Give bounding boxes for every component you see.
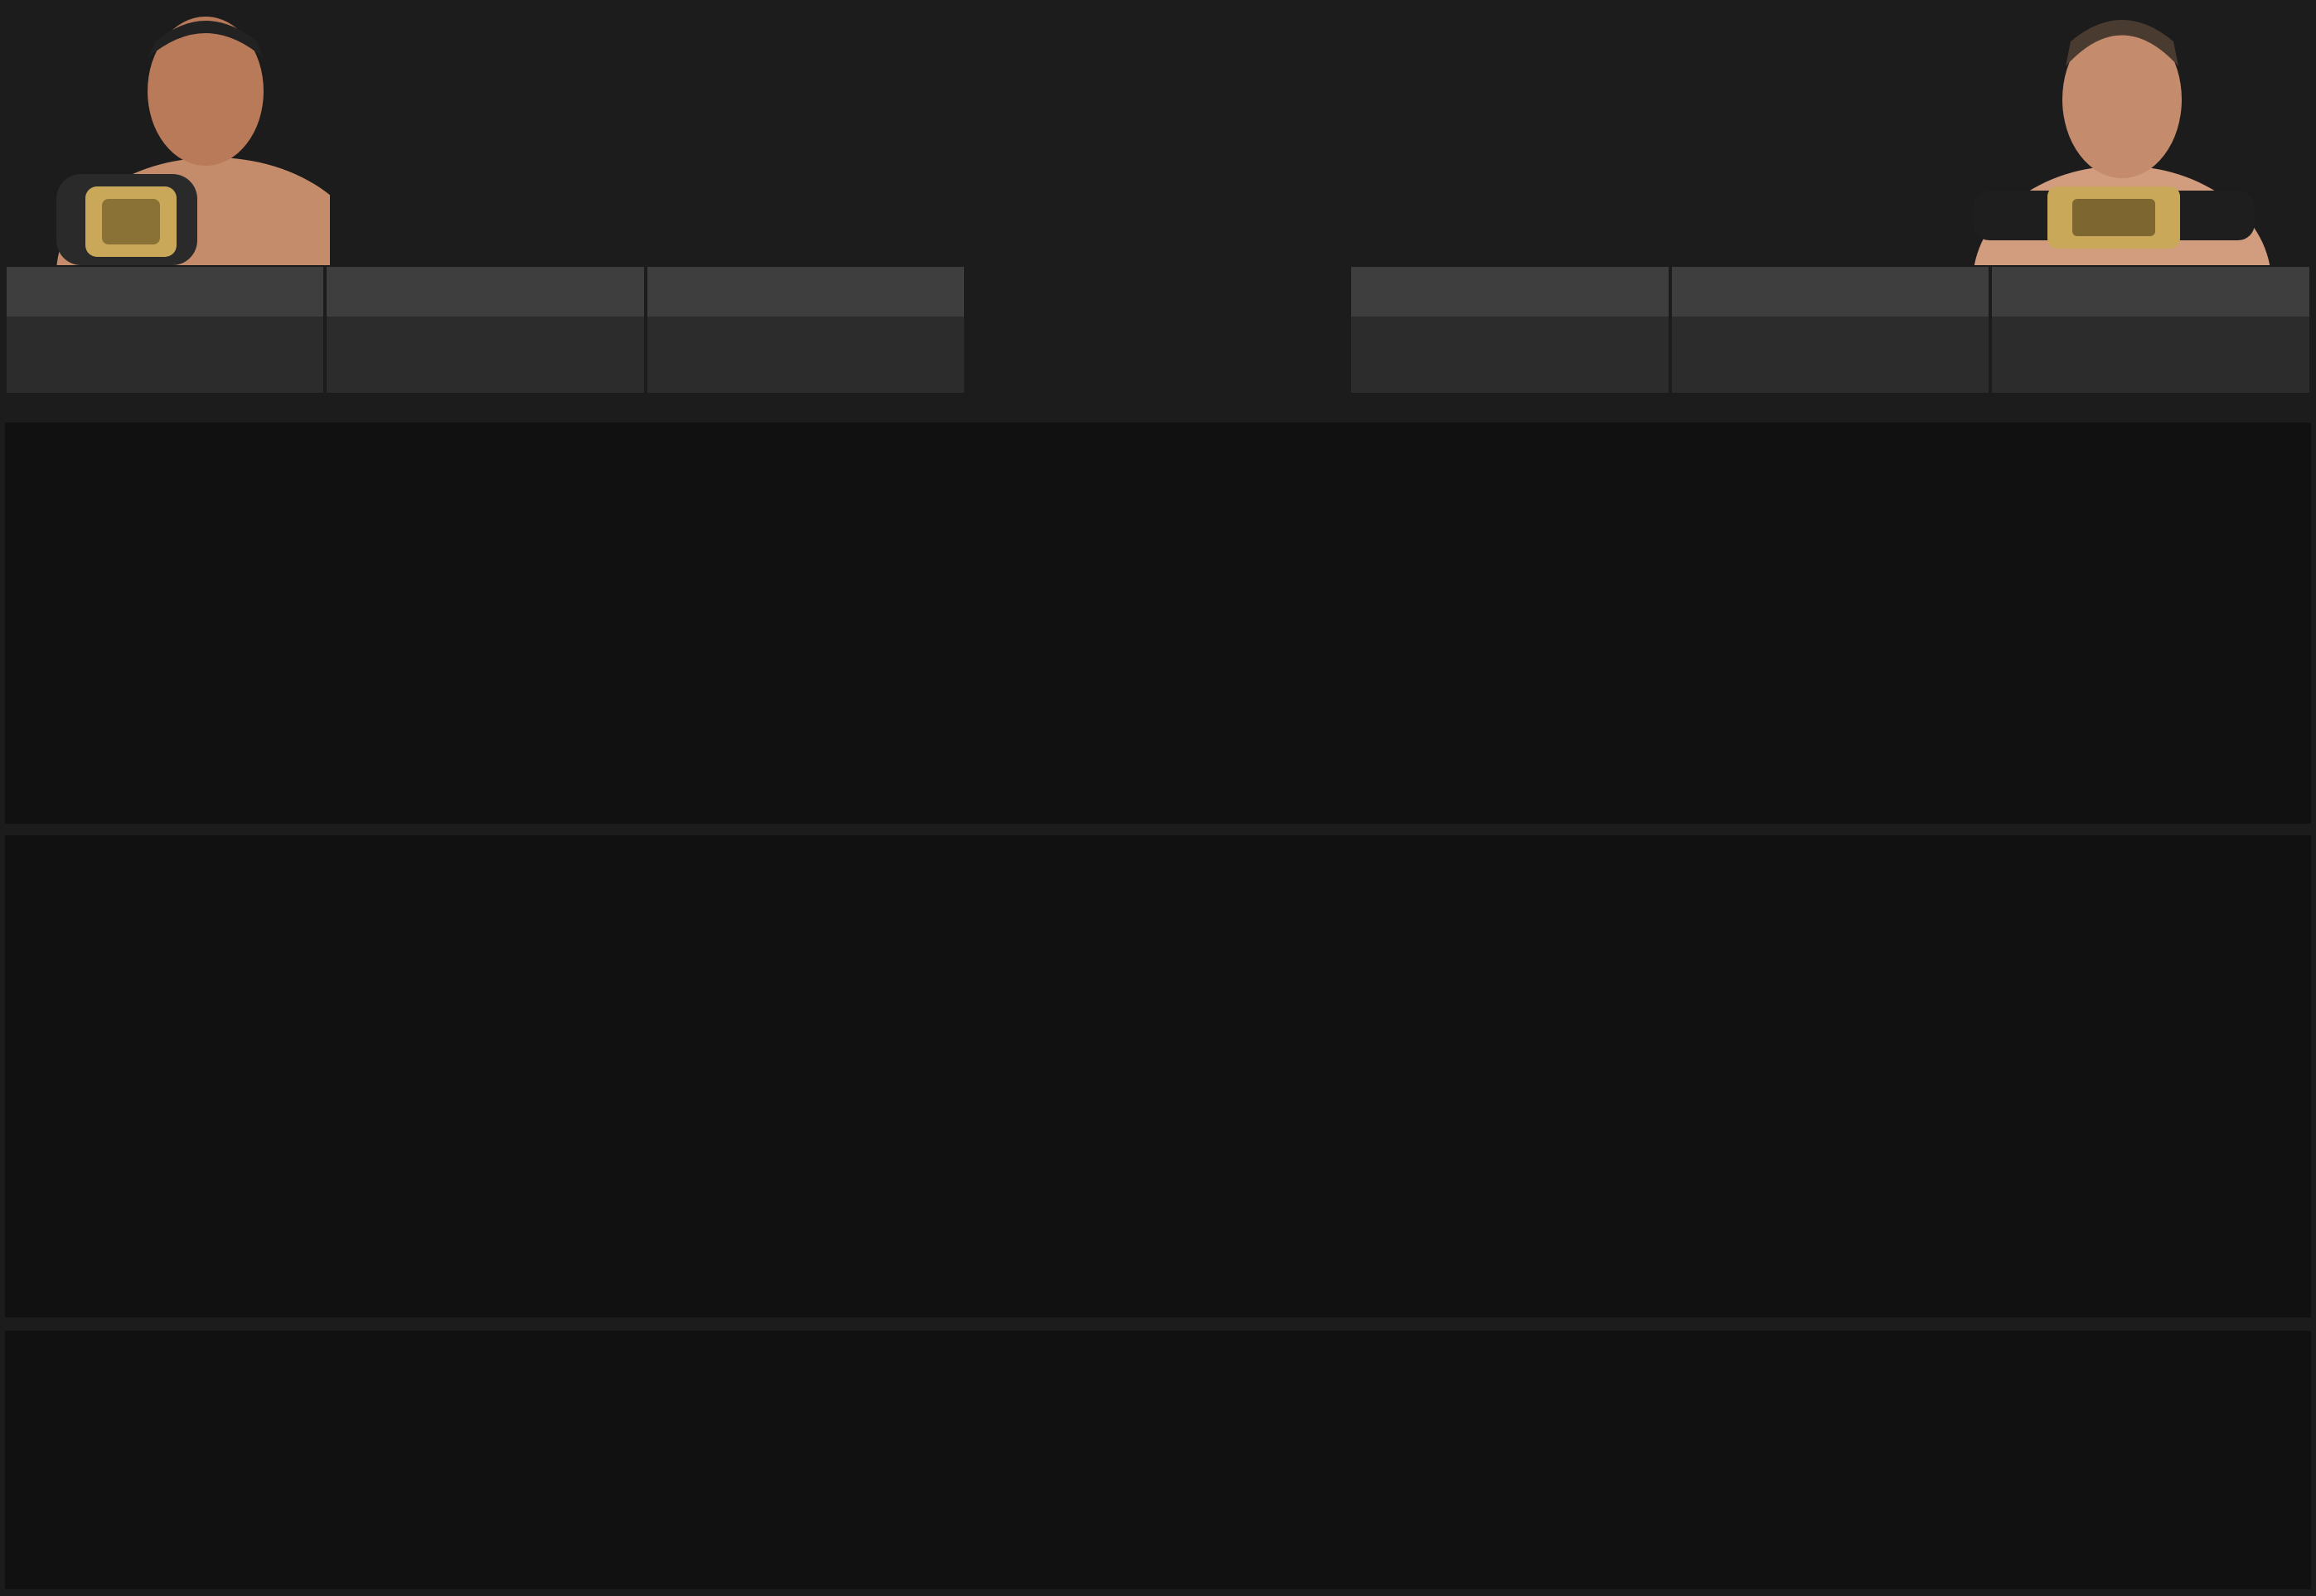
stat-value [1992,317,2310,393]
stat-label [327,267,644,317]
stat-wld [7,267,324,393]
accuracy-panel [5,423,2311,824]
stat-label [1992,267,2310,317]
fighter-left-photo [40,8,330,265]
fighter-right-record-table [1351,267,2310,393]
mma-math-path-panel [5,1331,2311,1589]
target-breakdown-chart [5,835,2311,1318]
stat-label [1351,267,1669,317]
stat-sub [1992,267,2310,393]
stat-value [327,317,644,393]
stat-label [1671,267,1989,317]
stat-value [647,317,964,393]
stat-sub [647,267,964,393]
stat-value [1671,317,1989,393]
stat-tko [327,267,644,393]
fighter-left-record-table [7,267,964,393]
stat-value [7,317,324,393]
stat-tko [1671,267,1989,393]
accuracy-chart [5,423,2311,824]
stat-value [1351,317,1669,393]
fighter-right-photo [1956,8,2271,265]
stat-label [7,267,324,317]
stat-wld [1351,267,1669,393]
target-breakdown-panel [5,835,2311,1318]
stat-label [647,267,964,317]
